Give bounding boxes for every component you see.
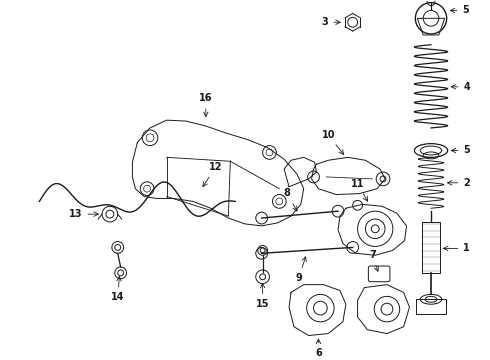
Text: 7: 7 <box>369 250 379 271</box>
Text: 5: 5 <box>450 5 469 15</box>
Text: 14: 14 <box>111 276 124 302</box>
Text: 9: 9 <box>295 257 306 283</box>
Text: 3: 3 <box>321 17 340 27</box>
Text: 12: 12 <box>203 162 222 186</box>
Text: 10: 10 <box>321 130 343 154</box>
Text: 2: 2 <box>447 178 470 188</box>
Text: 1: 1 <box>443 243 470 253</box>
Text: 15: 15 <box>256 283 270 309</box>
Text: 16: 16 <box>199 94 213 116</box>
Text: 6: 6 <box>315 339 322 358</box>
Text: 5: 5 <box>451 145 470 156</box>
Text: 11: 11 <box>351 179 368 201</box>
Text: 8: 8 <box>284 189 297 211</box>
Text: 4: 4 <box>451 82 470 92</box>
Text: 13: 13 <box>69 209 98 219</box>
